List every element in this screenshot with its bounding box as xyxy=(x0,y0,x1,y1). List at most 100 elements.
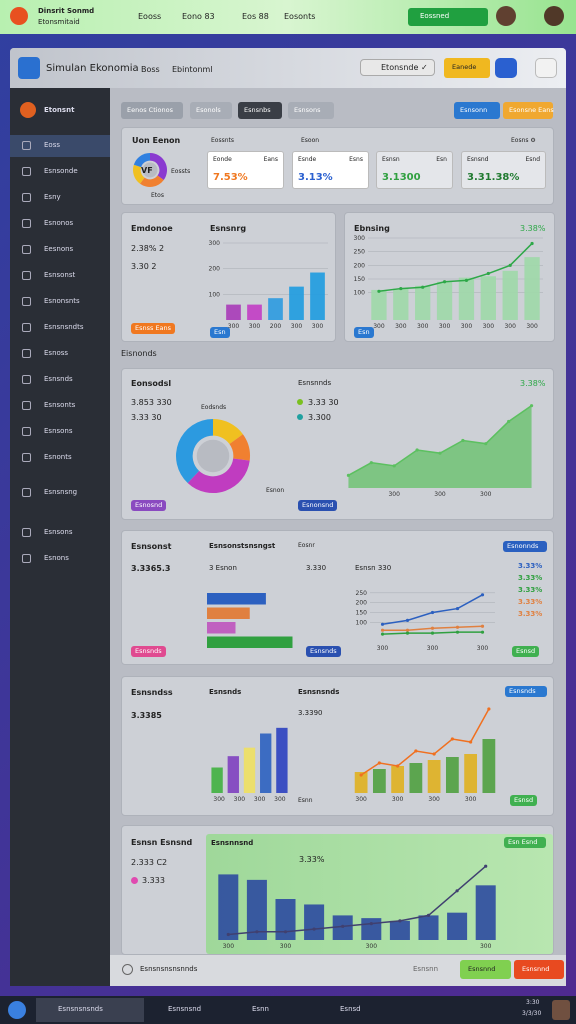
kpi-header: Esoon xyxy=(301,137,320,144)
legend: Esn xyxy=(210,327,230,338)
menu-item[interactable]: Boss xyxy=(141,65,160,74)
nav-icon xyxy=(22,245,31,254)
nav-item[interactable]: Esnsonde xyxy=(44,167,78,175)
point xyxy=(380,622,385,626)
nav-item[interactable]: Esnonos xyxy=(44,219,74,227)
point xyxy=(226,932,230,937)
pill[interactable]: Esnsd xyxy=(510,795,538,806)
card-value: 7.53% xyxy=(213,172,248,183)
bar xyxy=(427,760,441,793)
nav-item[interactable]: Esnsnsndts xyxy=(44,323,84,331)
filter-tab[interactable]: Eenos Ctionos xyxy=(121,102,183,119)
nav-icon xyxy=(22,349,31,358)
nav-item[interactable]: Esnsons xyxy=(44,427,73,435)
nav-item[interactable]: Esny xyxy=(44,193,61,201)
chart-svg xyxy=(176,419,250,493)
filter-tab[interactable]: Esnsnbs xyxy=(238,102,282,119)
card-tag: Esns xyxy=(349,156,363,163)
search-button[interactable] xyxy=(535,58,557,78)
bar xyxy=(268,298,283,320)
filter-button[interactable]: Esnsonn xyxy=(454,102,500,119)
nav-icon xyxy=(22,167,31,176)
value: 3.3365.3 xyxy=(131,564,171,573)
x-tick-label: 300 xyxy=(428,796,440,803)
footer-button[interactable]: Esnsnnd xyxy=(514,960,564,979)
bar xyxy=(218,874,239,940)
tab[interactable]: Eosonts xyxy=(284,12,316,21)
kpi-header: Eossnts xyxy=(211,137,234,144)
y-tick-label: 200 xyxy=(209,266,221,273)
point xyxy=(380,632,385,636)
panel: Emdonoe 2.38% 2 3.30 2 Esnss Eans Esnsnr… xyxy=(121,212,336,342)
avatar xyxy=(544,6,564,26)
blue-button[interactable] xyxy=(495,58,517,78)
heading: Esnsonstsnsngst xyxy=(209,542,276,550)
kpi-legend: Eossts xyxy=(171,168,191,175)
nav-item[interactable]: Esnsonst xyxy=(44,271,76,279)
pill[interactable]: Esnsnds xyxy=(131,646,166,657)
nav-item[interactable]: Eesnons xyxy=(44,245,74,253)
top-button[interactable]: Eossned xyxy=(408,8,488,26)
panel: Esnsonst 3.3365.3 Esnsnds Esnsonstsnsngs… xyxy=(121,530,554,665)
bar xyxy=(304,904,325,940)
footer-button[interactable]: Esnsnnd xyxy=(460,960,511,979)
button[interactable]: Esn Esnd xyxy=(504,837,546,848)
nav-item[interactable]: Esnsonts xyxy=(44,401,76,409)
task-item[interactable]: Esnsnsnsnds xyxy=(58,1005,103,1013)
filter-tab[interactable]: Esonols xyxy=(190,102,232,119)
pill[interactable]: Esnss Eans xyxy=(131,323,176,334)
nav-item[interactable]: Esnsons xyxy=(44,528,73,536)
button[interactable]: Esnsnds xyxy=(505,686,547,697)
pill[interactable]: Esnonsnd xyxy=(298,500,338,511)
x-tick-label: 300 xyxy=(377,645,389,652)
x-tick-label: 300 xyxy=(312,323,324,330)
pill[interactable]: Esnsd xyxy=(512,646,540,657)
point xyxy=(377,289,381,293)
card-label: Eonde xyxy=(213,156,232,163)
x-tick-label: 300 xyxy=(213,796,225,803)
nav-icon xyxy=(22,219,31,228)
donut-slice xyxy=(150,153,167,180)
action-button[interactable]: Eanede xyxy=(444,58,490,78)
nav-item[interactable]: Esnonts xyxy=(44,453,72,461)
nav-item[interactable]: Esnonsnts xyxy=(44,297,80,305)
heading-value: 3.33% xyxy=(299,855,325,864)
menu-item[interactable]: Ebintonml xyxy=(172,65,213,74)
point xyxy=(392,464,396,468)
nav-item[interactable]: Esnsnds xyxy=(44,375,73,383)
filter-tab[interactable]: Esnsons xyxy=(288,102,334,119)
pill[interactable]: Esn xyxy=(354,327,374,338)
nav-item[interactable]: Eoss xyxy=(44,141,60,149)
button[interactable]: Esnonnds xyxy=(503,541,547,552)
point xyxy=(426,913,431,917)
sub: Eosnr xyxy=(298,542,315,549)
nav-item[interactable]: Esnons xyxy=(44,554,69,562)
task-item[interactable]: Esnsd xyxy=(340,1005,361,1013)
bar xyxy=(458,277,475,320)
task-item[interactable]: Esnsnsnd xyxy=(168,1005,202,1013)
nav-item[interactable]: Esnoss xyxy=(44,349,69,357)
tab[interactable]: Eono 83 xyxy=(182,12,215,21)
task-item[interactable]: Esnn xyxy=(252,1005,269,1013)
nav-item[interactable]: Esnsnsng xyxy=(44,488,78,496)
point xyxy=(455,630,460,634)
point xyxy=(508,263,512,267)
top-bar: Dinsrit Sonmd Etonsmitaid Eooss Eono 83 … xyxy=(0,0,576,34)
pill[interactable]: Esnosnd xyxy=(131,500,167,511)
start[interactable] xyxy=(8,1001,26,1019)
x-tick-label: 300 xyxy=(280,943,292,950)
donut-hole xyxy=(196,439,230,473)
avatar xyxy=(496,6,516,26)
section-label: Eisnonds xyxy=(121,349,157,358)
point xyxy=(486,271,490,276)
tab[interactable]: Eos 88 xyxy=(242,12,269,21)
user-chip[interactable]: Etonsnde ✓ xyxy=(360,59,435,76)
filter-button[interactable]: Esonsne Eans xyxy=(503,102,554,119)
x-tick-label: 300 xyxy=(234,796,246,803)
tab[interactable]: Eooss xyxy=(138,12,162,21)
pill[interactable]: Esnsnds xyxy=(306,646,341,657)
window-title: Simulan Ekonomia xyxy=(46,63,139,74)
donut-slice xyxy=(140,175,164,187)
point xyxy=(455,625,460,629)
